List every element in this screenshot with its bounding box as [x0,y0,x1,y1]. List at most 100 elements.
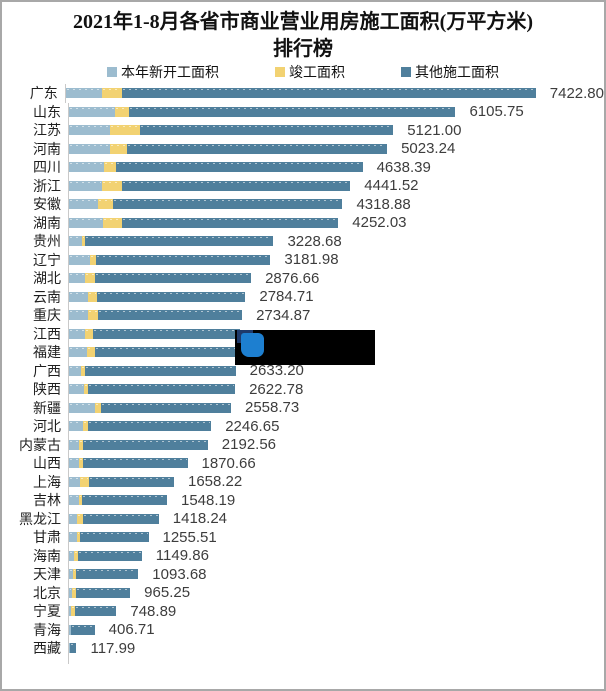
segment-other [96,291,246,302]
bar-track: 1870.66 [68,454,604,473]
bar-value-label: 5121.00 [407,121,462,139]
province-label: 青海 [33,623,61,639]
segment-other [84,365,236,376]
province-label: 重庆 [33,309,61,325]
segment-other [122,88,536,99]
segment-new-start [69,180,103,191]
segment-new-start [69,532,77,543]
bar-track: 1658.22 [68,472,604,491]
bar-value-label: 2192.56 [221,436,277,454]
segment-new-start [69,162,104,173]
segment-new-start [69,254,90,265]
segment-completed [79,439,83,450]
bar-value-label: 2246.65 [225,417,280,435]
segment-completed [79,495,82,506]
bar-track: 1149.86 [68,546,604,565]
segment-other [93,328,240,339]
bar-value-label: 1418.24 [172,510,228,528]
bar-row: 甘肃 1255.51 [2,528,604,547]
bar-value-label: 1548.19 [181,491,236,509]
province-label: 上海 [33,475,61,491]
bar-track: 3228.68 [68,232,604,251]
bar-row: 山西 1870.66 [2,454,604,473]
segment-other [76,569,139,580]
province-label: 河北 [33,420,61,436]
segment-completed [70,624,72,635]
bar-value-label: 406.71 [108,621,155,639]
bar-track [68,324,604,343]
bar-track: 7422.80 [64,84,604,103]
segment-completed [81,236,86,247]
bar-track: 2633.20 [68,361,604,380]
bar-track: 117.99 [68,639,604,658]
bar-value-label: 2622.78 [249,380,304,398]
province-label: 广东 [29,87,58,103]
segment-other [78,550,142,561]
province-label: 新疆 [33,401,61,417]
bar-value-label: 2876.66 [265,269,320,287]
province-label: 四川 [33,161,61,177]
segment-new-start [69,217,104,228]
segment-completed [95,402,101,413]
segment-new-start [69,125,111,136]
segment-new-start [69,273,85,284]
province-label: 北京 [33,586,61,602]
segment-completed [77,532,80,543]
bar-track: 1418.24 [68,509,604,528]
bar-track: 6105.75 [68,102,604,121]
legend-label-completed: 竣工面积 [289,66,345,81]
segment-other [116,162,363,173]
province-label: 江西 [33,327,61,343]
segment-other [83,458,188,469]
bar-row: 广东 7422.80 [2,84,604,103]
segment-other [140,125,394,136]
segment-new-start [69,328,85,339]
segment-other [71,624,95,635]
bar-row: 山东 6105.75 [2,102,604,121]
bar-row: 广西 2633.20 [2,361,604,380]
bar-track: 1093.68 [68,565,604,584]
chart-title-line2: 排行榜 [273,38,333,60]
bar-row: 内蒙古 2192.56 [2,435,604,454]
segment-new-start [69,476,80,487]
bar-row: 湖南 4252.03 [2,213,604,232]
segment-completed [98,199,114,210]
segment-new-start [69,569,73,580]
province-label: 福建 [33,346,61,362]
bar-value-label: 2784.71 [259,288,314,306]
bar-row: 河北 2246.65 [2,417,604,436]
segment-other [96,254,271,265]
bar-value-label: 1093.68 [152,565,207,583]
segment-other [121,217,339,228]
bar-track: 406.71 [68,620,604,639]
bar-track: 4638.39 [68,158,604,177]
segment-completed [88,291,97,302]
bar-row: 辽宁 3181.98 [2,250,604,269]
province-label: 天津 [33,568,61,584]
bar-row: 浙江 4441.52 [2,176,604,195]
segment-other [122,180,351,191]
province-label: 陕西 [33,383,61,399]
bar-row: 贵州 3228.68 [2,232,604,251]
bar-track: 2622.78 [68,380,604,399]
bar-row: 黑龙江 1418.24 [2,509,604,528]
bar-track: 2192.56 [68,435,604,454]
bar-value-label: 3228.68 [287,232,342,250]
province-label: 吉林 [33,494,61,510]
segment-completed [103,217,122,228]
bar-value-label: 2558.73 [244,399,300,417]
province-label: 广西 [33,364,61,380]
bar-row: 宁夏 748.89 [2,602,604,621]
province-label: 云南 [33,290,61,306]
segment-new-start [69,384,84,395]
legend-swatch-new-start-icon [107,67,117,77]
segment-other [94,273,252,284]
bar-value-label: 1149.86 [155,547,209,565]
segment-other [127,143,388,154]
bar-row: 陕西 2622.78 [2,380,604,399]
segment-other [82,495,167,506]
segment-other [75,587,131,598]
overlay-blue-square-icon [241,333,264,357]
legend-label-other: 其他施工面积 [415,66,499,81]
